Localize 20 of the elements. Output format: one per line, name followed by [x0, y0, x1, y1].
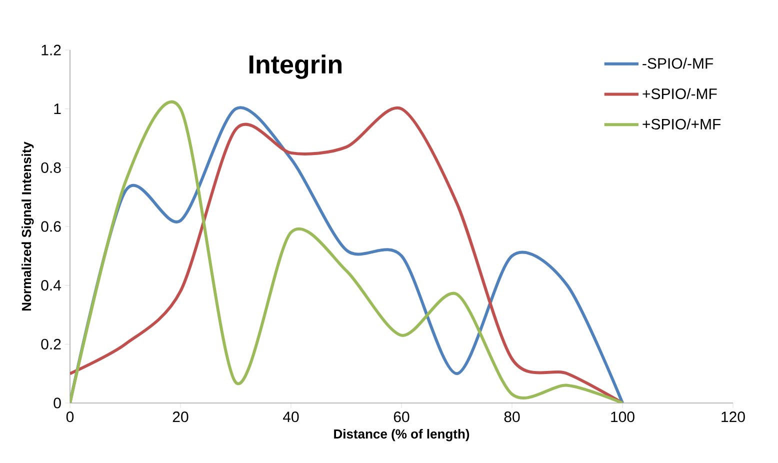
y-tick-label: 0.8	[41, 162, 61, 173]
x-tick-label: 40	[283, 412, 299, 422]
x-tick-label: 60	[394, 412, 410, 422]
legend-label: +SPIO/+MF	[642, 118, 721, 130]
x-tick-label: 120	[722, 412, 745, 422]
x-tick-label: 100	[611, 412, 634, 422]
y-tick-label: 1.2	[42, 44, 61, 56]
y-axis-title: Normalized Signal Intensity	[22, 142, 34, 311]
legend-label: +SPIO/-MF	[642, 88, 717, 100]
y-tick-label: 0.4	[41, 280, 62, 291]
x-tick-label: 0	[66, 412, 74, 422]
y-tick-label: 0.6	[41, 221, 61, 232]
chart-title: Integrin	[249, 54, 342, 79]
y-tick-label: 0.2	[41, 338, 61, 350]
x-tick-label: 20	[172, 412, 188, 422]
legend-label: -SPIO/-MF	[642, 58, 714, 69]
y-tick-label: 1	[54, 104, 61, 114]
y-tick-label: 0	[54, 398, 61, 408]
x-tick-label: 80	[504, 412, 520, 422]
x-axis-title: Distance (% of length)	[334, 429, 470, 442]
